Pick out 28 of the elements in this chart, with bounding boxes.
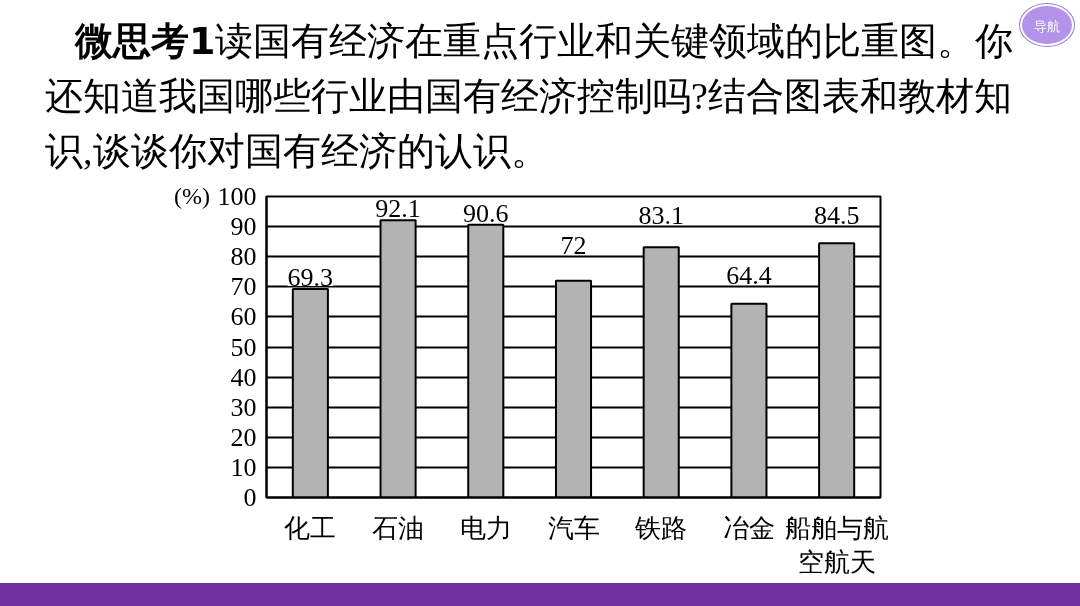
y-tick-label: 60 — [230, 302, 257, 332]
data-label: 83.1 — [638, 200, 684, 230]
y-tick-label: 70 — [230, 272, 257, 302]
x-tick-label: 化工 — [284, 513, 337, 543]
data-label: 84.5 — [813, 200, 860, 230]
x-tick-label: 冶金 — [722, 513, 775, 543]
y-tick-label: 50 — [230, 332, 257, 362]
x-tick-label: 船舶与航空航天 — [784, 513, 889, 578]
y-tick-label: 80 — [230, 242, 257, 272]
nav-button: 导航 — [1020, 4, 1074, 46]
data-label: 69.3 — [287, 262, 334, 292]
y-tick-label: 40 — [230, 362, 257, 392]
y-tick-label: 90 — [230, 212, 257, 242]
data-label: 90.6 — [463, 198, 509, 228]
data-label: 64.4 — [726, 260, 772, 290]
data-label: 72 — [560, 230, 587, 260]
y-tick-label: 30 — [230, 392, 257, 422]
y-tick-label: 0 — [243, 483, 257, 512]
x-tick-label: 电力 — [459, 513, 512, 543]
y-tick-label: 10 — [230, 452, 257, 482]
y-tick-label: 100 — [217, 182, 257, 211]
x-tick-label: 铁路 — [634, 513, 688, 543]
x-tick-label: 石油 — [372, 513, 425, 543]
chart-title: 微思考1 — [75, 19, 216, 63]
x-tick-label: 汽车 — [547, 513, 600, 543]
y-tick-label: 20 — [230, 422, 257, 452]
data-label: 92.1 — [375, 194, 421, 224]
y-axis-title: (%) — [174, 183, 210, 209]
